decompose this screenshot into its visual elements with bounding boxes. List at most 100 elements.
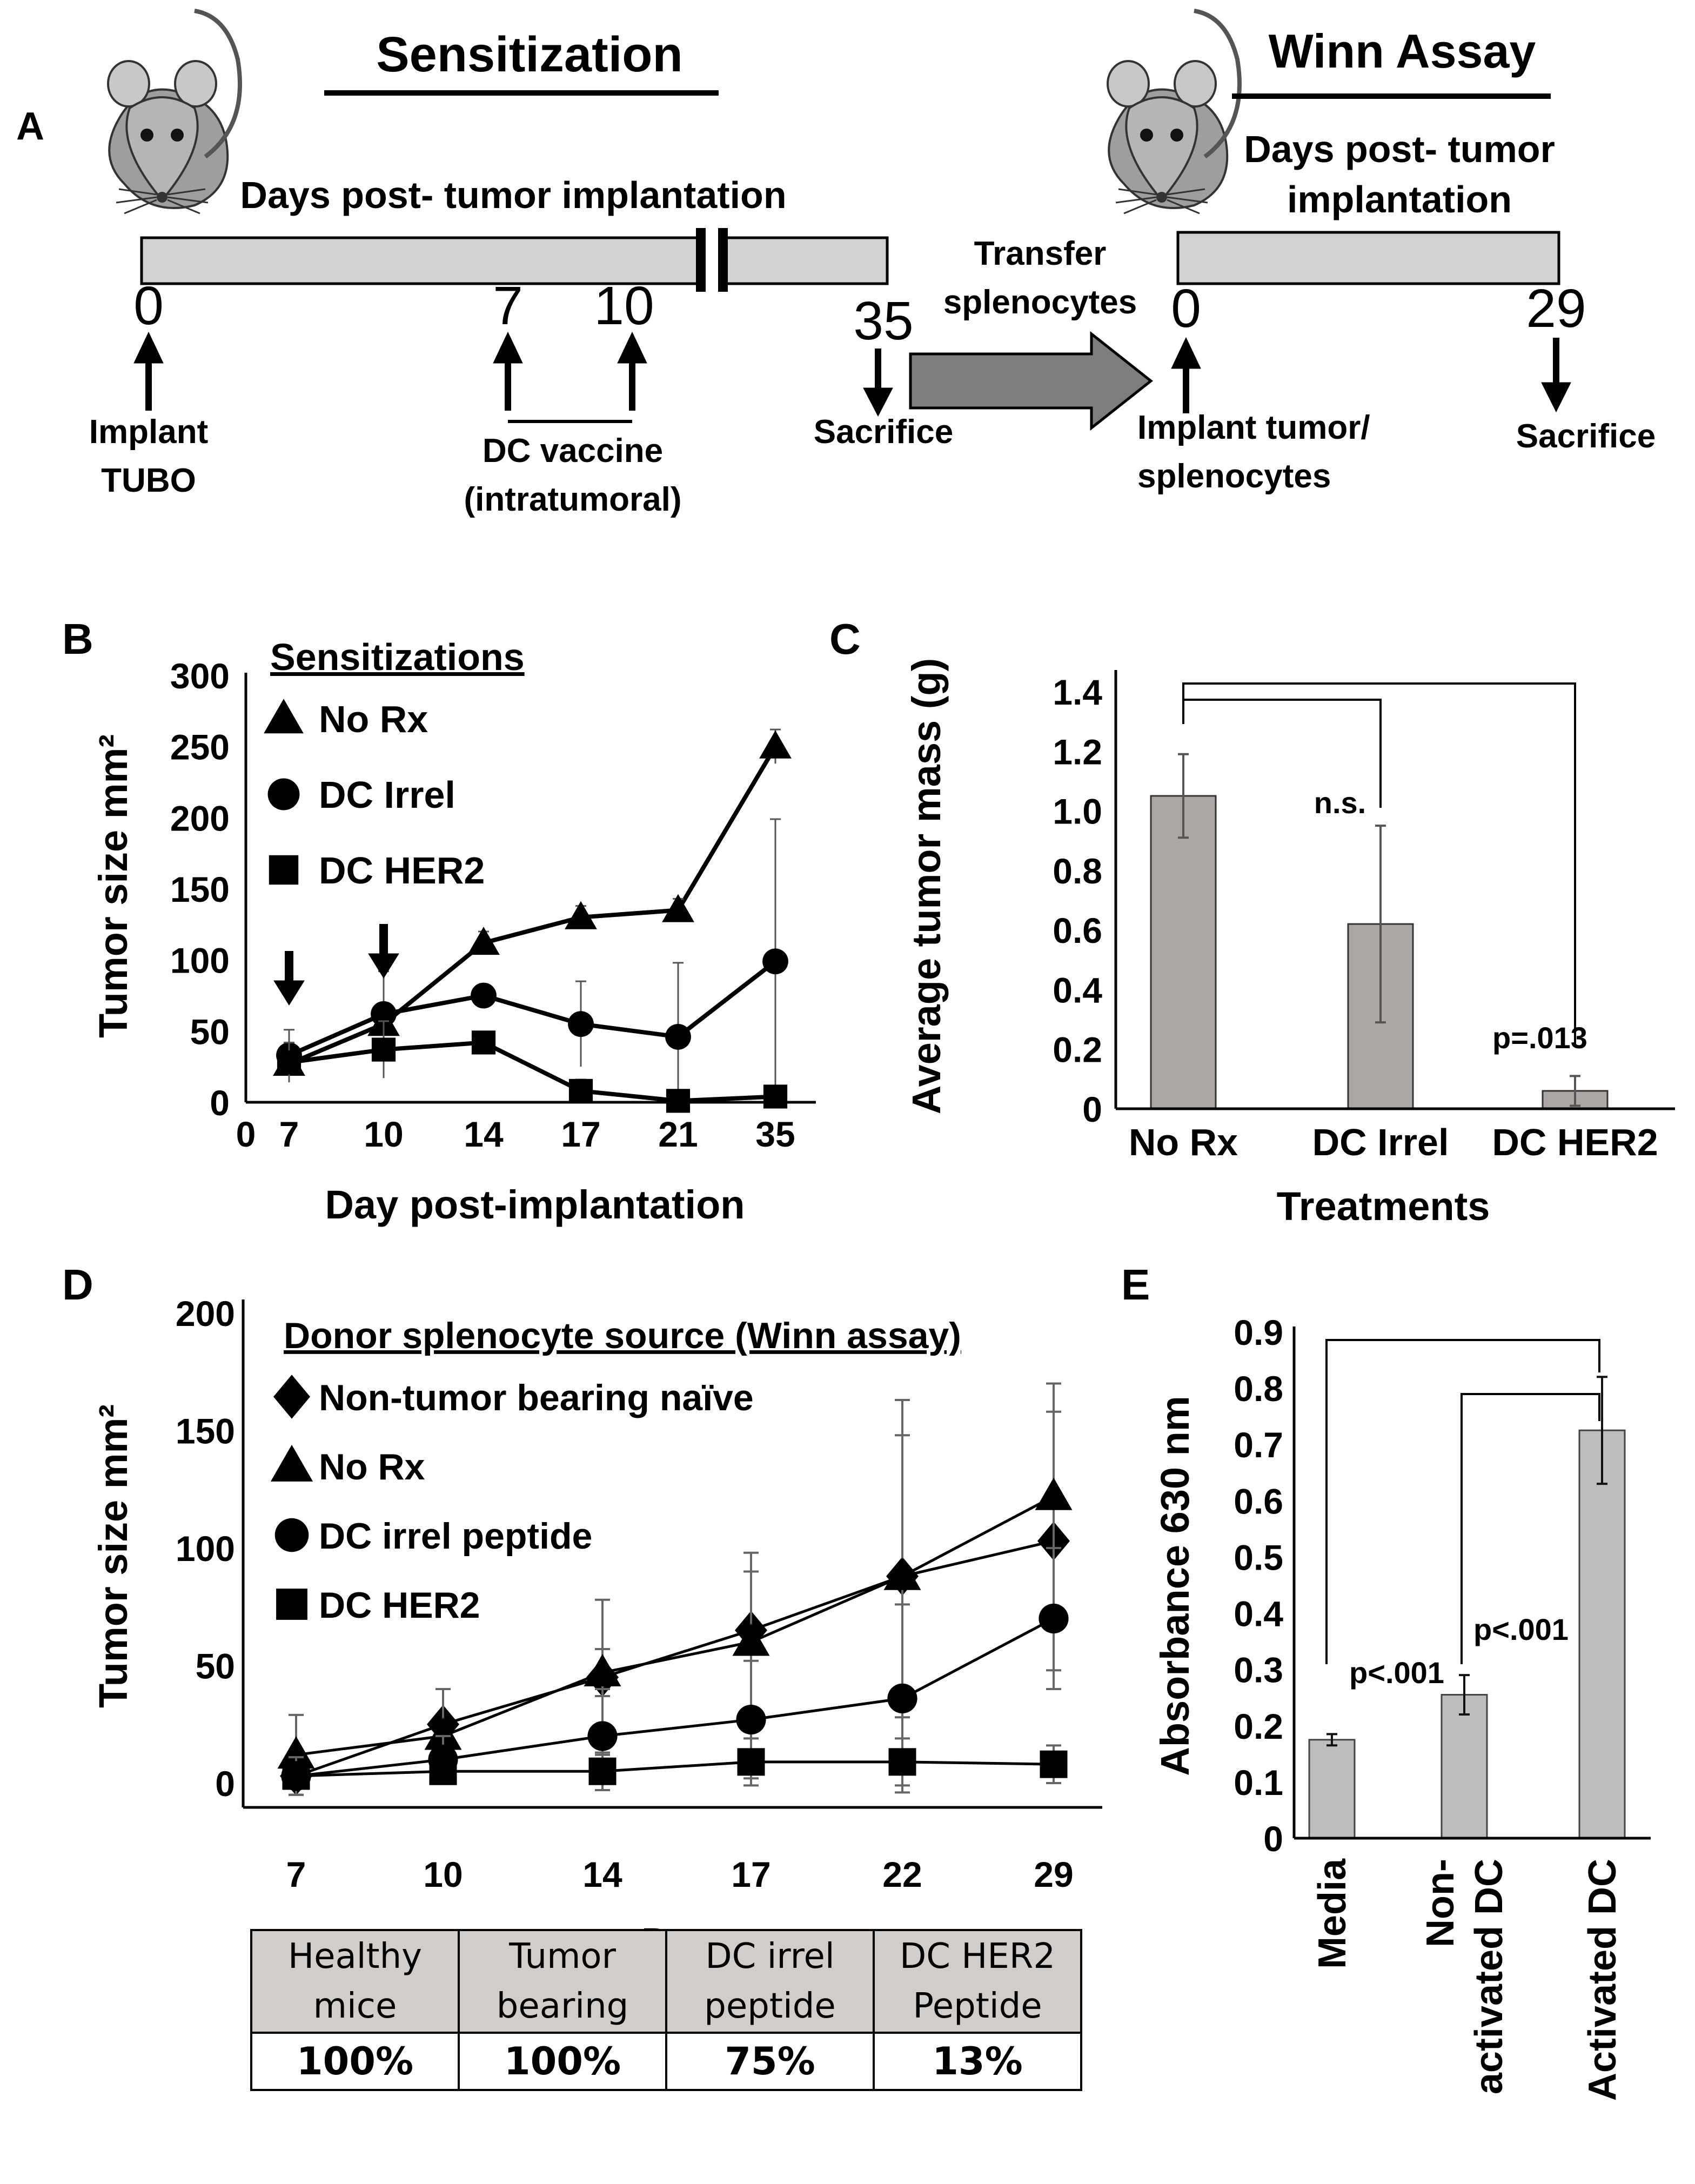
e-y-tick-label: 0.2 — [1234, 1706, 1283, 1746]
c-y-tick-label: 0 — [1082, 1089, 1102, 1129]
winn-timeline-title-2: implantation — [1287, 178, 1512, 220]
d-data-point — [1035, 1477, 1073, 1510]
b-data-point — [762, 948, 788, 975]
tick-35: 35 — [853, 291, 913, 351]
b-y-tick-label: 50 — [190, 1011, 230, 1051]
b-y-tick-label: 150 — [170, 869, 230, 909]
panel-a: A Sensitization Days post- tumor implant… — [16, 11, 1656, 518]
d-legend-label: DC irrel peptide — [319, 1516, 592, 1557]
panel-c-label: C — [829, 615, 861, 663]
c-y-axis-label: Average tumor mass (g) — [904, 658, 949, 1114]
b-legend-marker — [267, 778, 300, 810]
d-x-tick-label: 17 — [731, 1854, 771, 1894]
d-legend-marker — [274, 1518, 309, 1552]
c-y-tick-label: 0.6 — [1053, 910, 1102, 950]
b-series-line — [288, 745, 778, 1066]
b-y-axis-label: Tumor size mm² — [91, 734, 136, 1038]
b-data-point — [371, 1001, 397, 1027]
winn-tick-0: 0 — [1171, 278, 1201, 339]
b-legend-label: No Rx — [319, 698, 428, 740]
b-x-tick-label: 35 — [755, 1114, 795, 1154]
d-data-point — [883, 1557, 921, 1590]
b-x-axis-label: Day post-implantation — [325, 1182, 745, 1227]
b-data-point — [467, 927, 500, 955]
d-legend-label: No Rx — [319, 1446, 425, 1488]
tick-7: 7 — [493, 276, 523, 336]
mouse-icon — [108, 11, 240, 213]
d-legend-label: DC HER2 — [319, 1585, 480, 1626]
d-data-point — [277, 1736, 315, 1769]
transfer-label-1: Transfer — [974, 235, 1107, 272]
d-series-line — [296, 1617, 1055, 1778]
d-data-point — [587, 1721, 618, 1751]
winn-timeline-title-1: Days post- tumor — [1244, 128, 1555, 170]
implant-label-1: Implant — [89, 413, 208, 451]
c-y-tick-label: 0.8 — [1053, 851, 1102, 891]
panel-a-label: A — [16, 105, 44, 148]
b-data-point — [759, 730, 792, 759]
d-data-point — [736, 1704, 766, 1735]
d-series-line — [296, 1539, 1054, 1778]
d-data-point — [424, 1717, 462, 1750]
b-x-tick-label: 17 — [561, 1114, 600, 1154]
winn-implant-label-1: Implant tumor/ — [1137, 409, 1370, 446]
d-y-tick-label: 150 — [176, 1411, 235, 1451]
e-y-tick-label: 0.8 — [1234, 1369, 1283, 1409]
timeline-title: Days post- tumor implantation — [240, 174, 786, 216]
up-arrow-icon — [133, 331, 647, 411]
winn-assay-title: Winn Assay — [1269, 24, 1536, 78]
d-data-point — [887, 1683, 917, 1713]
b-y-tick-label: 0 — [210, 1083, 230, 1123]
panel-d: D Tumor size mm² Day Donor splenocyte so… — [62, 1261, 1102, 1965]
d-data-point — [1040, 1750, 1068, 1778]
right-arrow-icon — [909, 331, 1154, 431]
d-x-tick-label: 22 — [882, 1854, 922, 1894]
d-data-point — [1039, 1603, 1069, 1634]
table-value-dc-irrel: 75% — [665, 2032, 875, 2091]
table-value-dc-her2: 13% — [873, 2032, 1082, 2091]
panel-b-label: B — [62, 615, 93, 663]
mouse-icon — [1108, 11, 1240, 213]
c-significance-brackets — [1182, 682, 1576, 1046]
b-data-point — [662, 894, 694, 922]
c-category-label: DC HER2 — [1492, 1121, 1658, 1163]
table-value-healthy: 100% — [250, 2032, 460, 2091]
table-value-tumor-bearing: 100% — [458, 2032, 667, 2091]
c-category-label: No Rx — [1129, 1121, 1238, 1163]
b-y-tick-label: 200 — [170, 798, 230, 838]
winn-sacrifice-label: Sacrifice — [1516, 418, 1656, 455]
b-data-point — [471, 982, 497, 1009]
d-y-tick-label: 100 — [176, 1529, 235, 1569]
e-y-tick-label: 0 — [1263, 1819, 1283, 1859]
d-data-point — [732, 1623, 770, 1656]
d-data-point — [584, 1654, 621, 1687]
panel-d-label: D — [62, 1261, 93, 1309]
d-legend-marker — [276, 1589, 307, 1620]
c-y-tick-label: 1.0 — [1053, 792, 1102, 832]
b-y-tick-label: 300 — [170, 656, 230, 696]
b-legend-title: Sensitizations — [270, 636, 525, 678]
e-category-label: Activated DC — [1581, 1859, 1624, 2101]
c-y-tick-label: 1.4 — [1053, 672, 1102, 712]
e-y-axis-label: Absorbance 630 nm — [1153, 1396, 1197, 1776]
e-y-tick-label: 0.7 — [1234, 1425, 1283, 1465]
e-y-tick-label: 0.3 — [1234, 1650, 1283, 1690]
b-series-line — [288, 960, 777, 1057]
sensitization-timeline — [140, 236, 889, 285]
b-series-line — [289, 1040, 776, 1103]
tick-0: 0 — [133, 276, 164, 336]
e-category-label: Non- — [1419, 1859, 1462, 1947]
panel-e-label: E — [1121, 1261, 1150, 1309]
b-y-tick-label: 250 — [170, 727, 230, 767]
p-annotation-nonactivated: p<.001 — [1473, 1612, 1569, 1646]
d-y-tick-label: 200 — [176, 1294, 235, 1334]
ns-annotation: n.s. — [1314, 786, 1366, 820]
d-x-tick-label: 29 — [1034, 1854, 1073, 1894]
table-header-tumor-bearing: Tumor bearing — [458, 1929, 667, 2034]
b-data-point — [665, 1023, 691, 1050]
table-header-healthy: Healthy mice — [250, 1929, 460, 2034]
p-annotation-media: p<.001 — [1349, 1656, 1444, 1690]
c-y-tick-label: 0.4 — [1053, 970, 1102, 1010]
dc-vaccine-label-2: (intratumoral) — [464, 481, 682, 518]
